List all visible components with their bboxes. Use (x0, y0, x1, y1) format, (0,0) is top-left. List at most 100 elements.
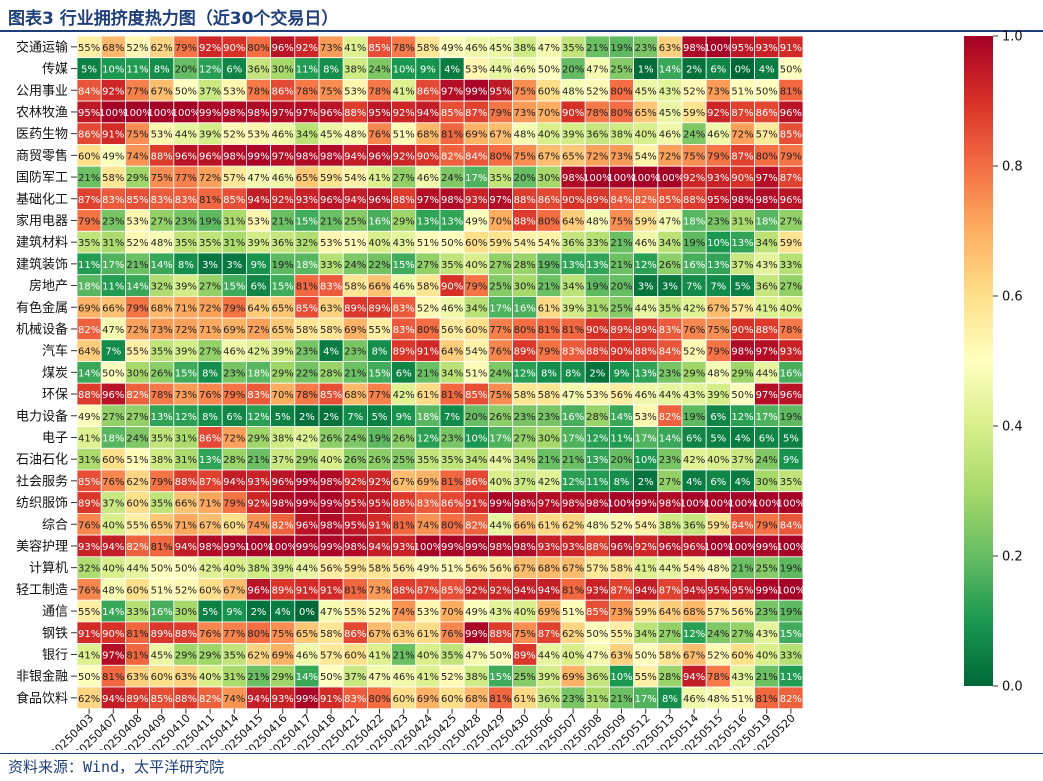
cell-value-label: 96% (368, 151, 390, 162)
cell-value-label: 46% (659, 130, 681, 141)
y-tick-label: 机械设备 (16, 321, 68, 337)
cell-value-label: 96% (320, 195, 342, 206)
cell-value-label: 94% (344, 195, 366, 206)
cell-value-label: 47% (247, 173, 269, 184)
cell-value-label: 86% (538, 195, 560, 206)
cell-value-label: 60% (151, 672, 173, 683)
cell-value-label: 14% (610, 412, 632, 423)
cell-value-label: 57% (223, 173, 245, 184)
cell-value-label: 54% (465, 347, 487, 358)
cell-value-label: 88% (489, 629, 511, 640)
cell-value-label: 34% (296, 130, 318, 141)
cell-value-label: 30% (272, 65, 294, 76)
cell-value-label: 100% (777, 499, 806, 510)
cell-value-label: 73% (320, 43, 342, 54)
cell-value-label: 56% (393, 564, 415, 575)
cell-value-label: 80% (610, 108, 632, 119)
cell-value-label: 66% (368, 282, 390, 293)
cell-value-label: 76% (368, 130, 390, 141)
cell-value-label: 35% (199, 238, 221, 249)
cell-value-label: 31% (223, 238, 245, 249)
cell-value-label: 27% (393, 173, 415, 184)
cell-value-label: 62% (562, 520, 584, 531)
cell-value-label: 98% (272, 499, 294, 510)
cell-value-label: 88% (175, 629, 197, 640)
cell-value-label: 85% (223, 195, 245, 206)
source-divider (0, 753, 1043, 754)
cell-value-label: 35% (175, 238, 197, 249)
cell-value-label: 13% (199, 455, 221, 466)
cell-value-label: 46% (296, 650, 318, 661)
cell-value-label: 72% (199, 303, 221, 314)
cell-value-label: 93% (707, 173, 729, 184)
cell-value-label: 41% (368, 173, 390, 184)
cell-value-label: 52% (441, 672, 463, 683)
cell-value-label: 25% (514, 672, 536, 683)
cell-value-label: 99% (465, 86, 487, 97)
cell-value-label: 32% (296, 238, 318, 249)
cell-value-label: 84% (780, 520, 802, 531)
cell-value-label: 50% (586, 629, 608, 640)
cell-value-label: 68% (465, 694, 487, 705)
cell-value-label: 46% (635, 238, 657, 249)
cell-value-label: 60% (441, 694, 463, 705)
cell-value-label: 61% (538, 520, 560, 531)
cell-value-label: 40% (489, 477, 511, 488)
cell-value-label: 51% (151, 585, 173, 596)
cell-value-label: 4% (735, 477, 751, 488)
y-tick-label: 石油石化 (16, 453, 68, 468)
cell-value-label: 98% (489, 542, 511, 553)
cell-value-label: 86% (756, 108, 778, 119)
cell-value-label: 55% (126, 520, 148, 531)
cell-value-label: 48% (344, 130, 366, 141)
cell-value-label: 53% (417, 607, 439, 618)
cell-value-label: 31% (223, 216, 245, 227)
cell-value-label: 82% (441, 151, 463, 162)
cell-value-label: 78% (780, 325, 802, 336)
cell-value-label: 54% (538, 238, 560, 249)
cell-value-label: 31% (731, 216, 753, 227)
cell-value-label: 21% (610, 694, 632, 705)
cell-value-label: 73% (610, 607, 632, 618)
cell-value-label: 83% (247, 390, 269, 401)
cell-value-label: 88% (151, 151, 173, 162)
cell-value-label: 92% (296, 43, 318, 54)
cell-value-label: 21% (538, 455, 560, 466)
cell-value-label: 69% (417, 477, 439, 488)
cell-value-label: 94% (514, 585, 536, 596)
cell-value-label: 52% (223, 130, 245, 141)
cell-value-label: 31% (175, 455, 197, 466)
cell-value-label: 48% (562, 86, 584, 97)
cell-value-label: 25% (610, 65, 632, 76)
cell-value-label: 15% (175, 368, 197, 379)
cell-value-label: 73% (514, 108, 536, 119)
cell-value-label: 99% (223, 542, 245, 553)
cell-value-label: 77% (175, 173, 197, 184)
cell-value-label: 80% (368, 694, 390, 705)
cell-value-label: 80% (489, 151, 511, 162)
cell-value-label: 5% (710, 433, 726, 444)
cell-value-label: 4% (444, 65, 460, 76)
cell-value-label: 81% (756, 694, 778, 705)
cell-value-label: 50% (151, 564, 173, 575)
cell-value-label: 37% (731, 455, 753, 466)
cell-value-label: 34% (441, 368, 463, 379)
cell-value-label: 80% (247, 43, 269, 54)
cell-value-label: 40% (707, 455, 729, 466)
cell-value-label: 78% (247, 86, 269, 97)
cell-value-label: 87% (731, 108, 753, 119)
cell-value-label: 87% (417, 585, 439, 596)
cell-value-label: 25% (756, 564, 778, 575)
cell-value-label: 3% (638, 282, 654, 293)
cell-value-label: 74% (223, 694, 245, 705)
cell-value-label: 79% (780, 151, 802, 162)
cell-value-label: 30% (175, 607, 197, 618)
cell-value-label: 81% (780, 86, 802, 97)
cell-value-label: 99% (756, 542, 778, 553)
cell-value-label: 5% (81, 65, 97, 76)
cell-value-label: 26% (368, 455, 390, 466)
cell-value-label: 18% (296, 260, 318, 271)
cell-value-label: 88% (683, 195, 705, 206)
cell-value-label: 87% (610, 585, 632, 596)
cell-value-label: 79% (465, 282, 487, 293)
